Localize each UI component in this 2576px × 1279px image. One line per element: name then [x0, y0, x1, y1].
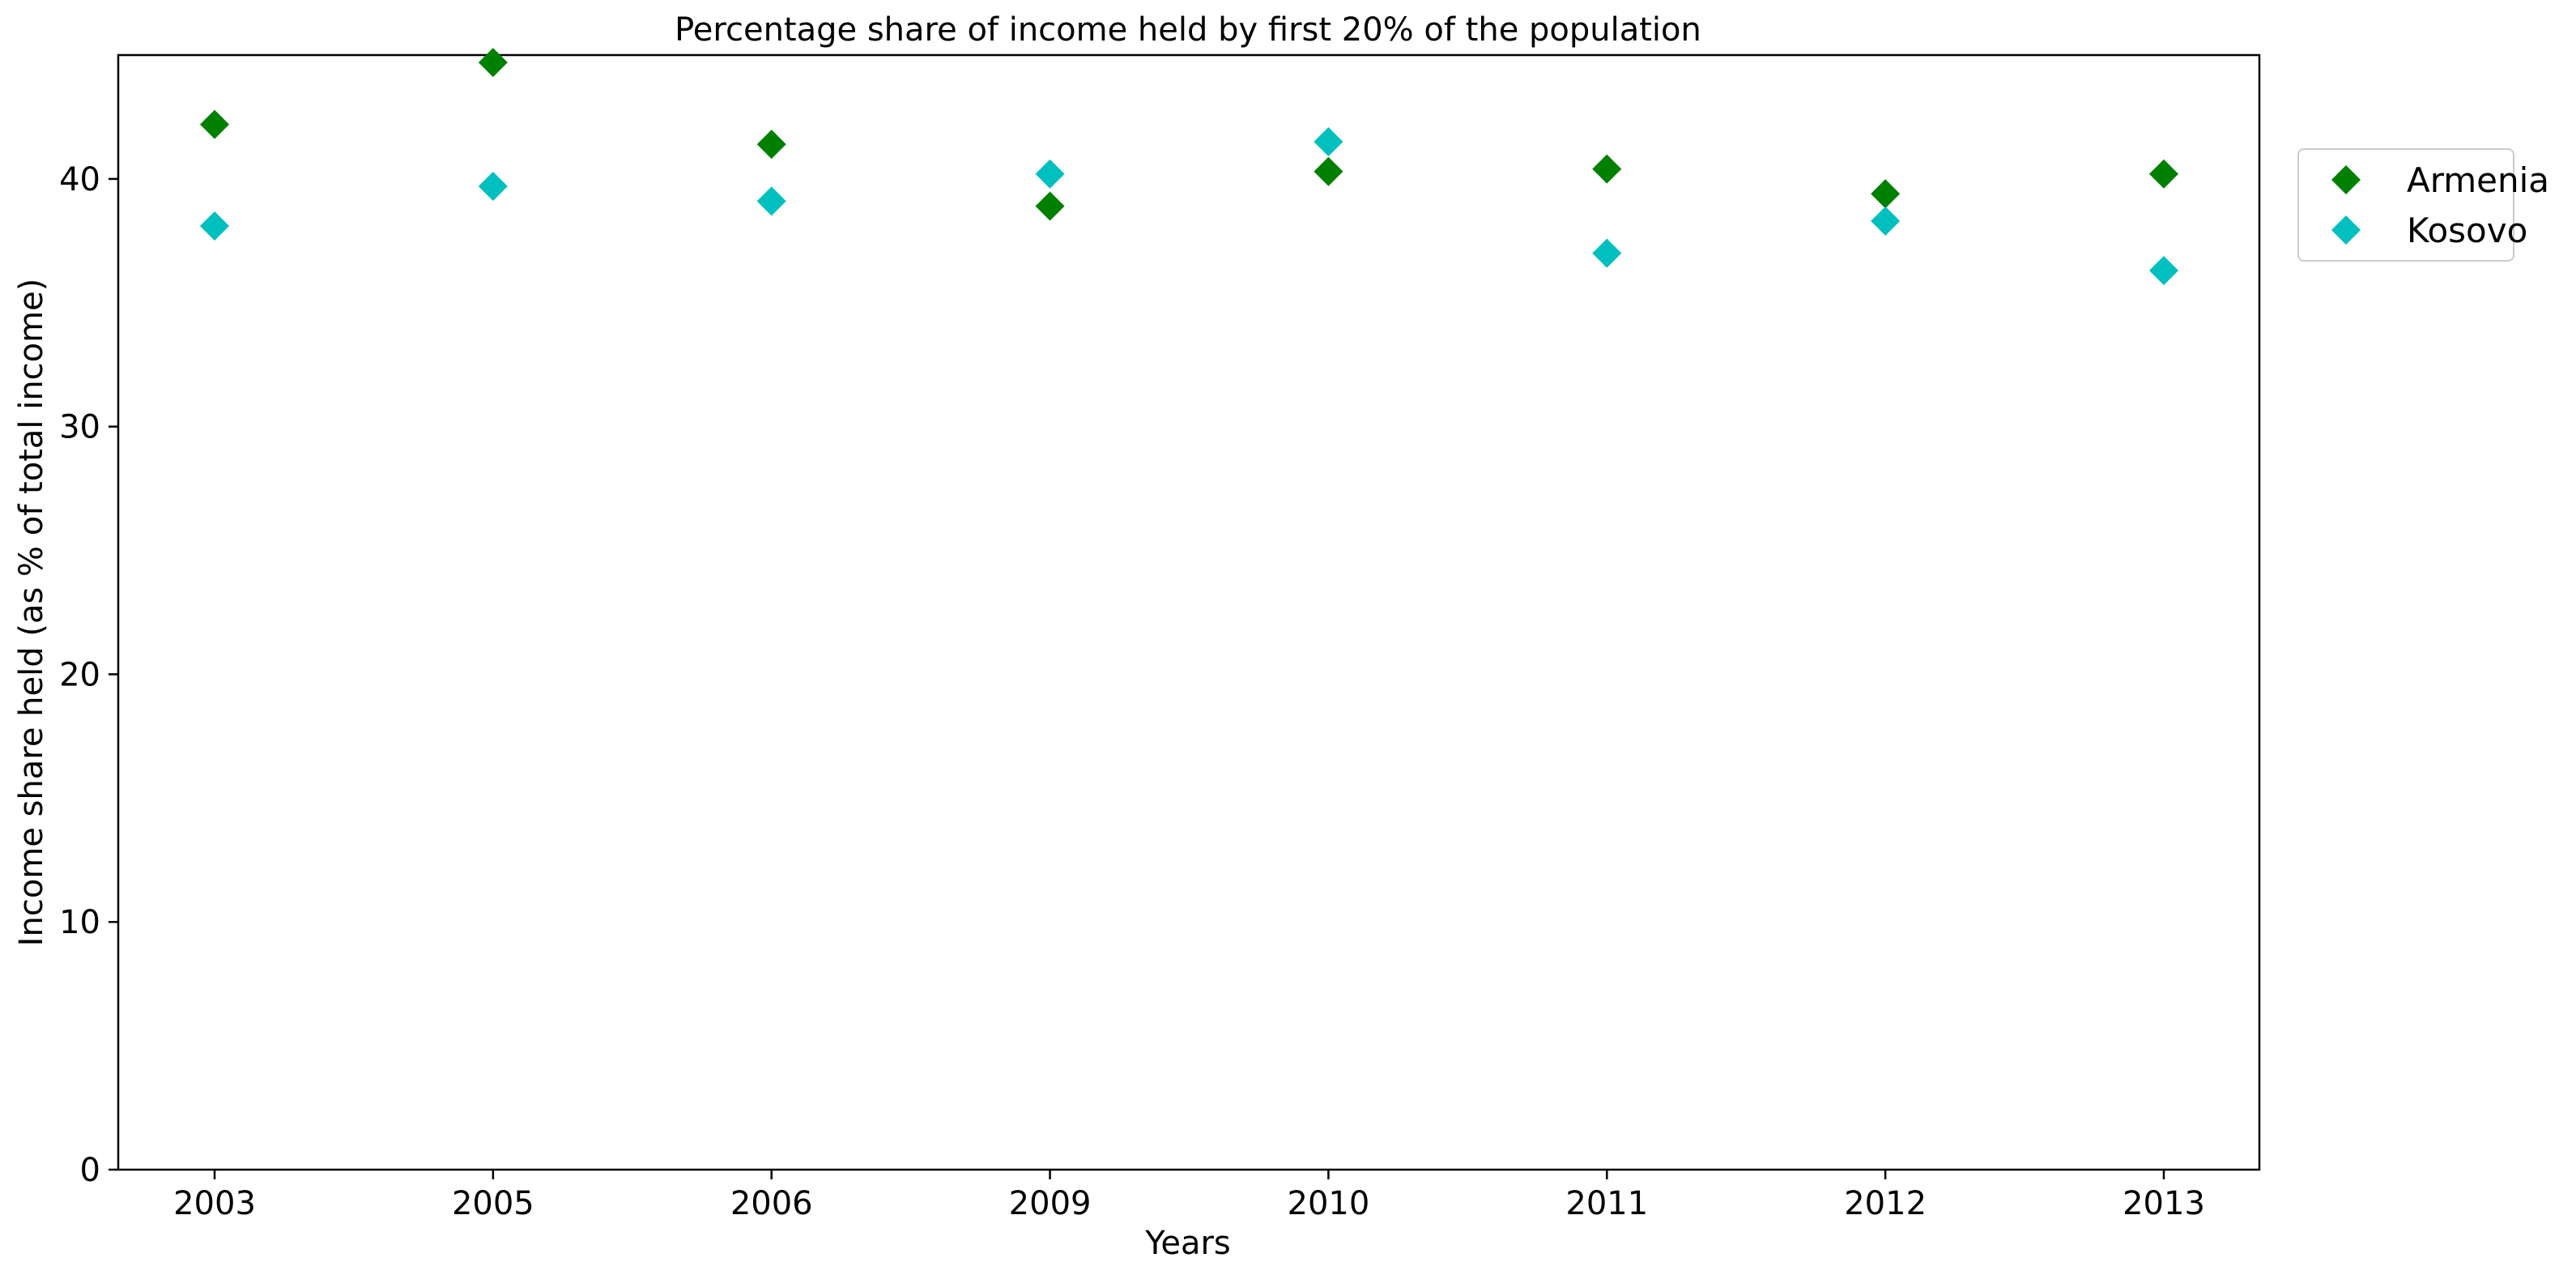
x-tick-label: 2003 — [173, 1185, 256, 1222]
data-point-armenia-2003 — [200, 109, 229, 139]
data-point-kosovo-2012 — [1871, 206, 1901, 236]
y-tick-label: 20 — [59, 656, 100, 693]
data-point-armenia-2011 — [1592, 154, 1622, 184]
data-point-kosovo-2003 — [200, 211, 229, 241]
x-tick-label: 2012 — [1844, 1185, 1927, 1222]
plot-area-frame — [117, 53, 2261, 1171]
data-point-armenia-2012 — [1871, 179, 1901, 209]
x-tick-label: 2006 — [730, 1185, 813, 1222]
data-point-armenia-2013 — [2149, 159, 2178, 189]
y-tick-label: 40 — [59, 161, 100, 198]
x-axis-label: Years — [1144, 1225, 1231, 1262]
x-tick-label: 2009 — [1009, 1185, 1092, 1222]
data-point-armenia-2009 — [1035, 191, 1065, 221]
y-tick-label: 10 — [59, 904, 100, 941]
y-tick-label: 0 — [80, 1152, 100, 1189]
data-point-armenia-2010 — [1314, 156, 1343, 186]
x-tick-label: 2013 — [2123, 1185, 2205, 1222]
legend-marker-kosovo — [2331, 215, 2361, 245]
y-tick-label: 30 — [59, 409, 100, 446]
y-axis-label: Income share held (as % of total income) — [13, 279, 50, 947]
x-tick-label: 2005 — [452, 1185, 534, 1222]
chart-title: Percentage share of income held by first… — [675, 11, 1701, 49]
x-tick-label: 2010 — [1288, 1185, 1370, 1222]
data-point-kosovo-2010 — [1314, 127, 1343, 157]
data-point-kosovo-2009 — [1035, 159, 1065, 189]
legend-label-kosovo: Kosovo — [2407, 211, 2527, 250]
y-axis: 0 10 20 30 40 — [59, 161, 118, 1189]
x-tick-label: 2011 — [1565, 1185, 1648, 1222]
data-point-armenia-2006 — [756, 130, 786, 160]
data-point-kosovo-2006 — [756, 186, 786, 216]
data-point-armenia-2005 — [478, 48, 508, 78]
data-points — [200, 48, 2178, 286]
legend-label-armenia: Armenia — [2407, 160, 2549, 200]
data-point-kosovo-2005 — [478, 172, 508, 202]
x-axis: 2003 2005 2006 2009 2010 2011 2012 2013 — [173, 1170, 2205, 1222]
data-point-kosovo-2013 — [2149, 256, 2178, 286]
data-point-kosovo-2011 — [1592, 238, 1622, 268]
legend: Armenia Kosovo — [2297, 148, 2549, 262]
legend-marker-armenia — [2331, 165, 2361, 194]
